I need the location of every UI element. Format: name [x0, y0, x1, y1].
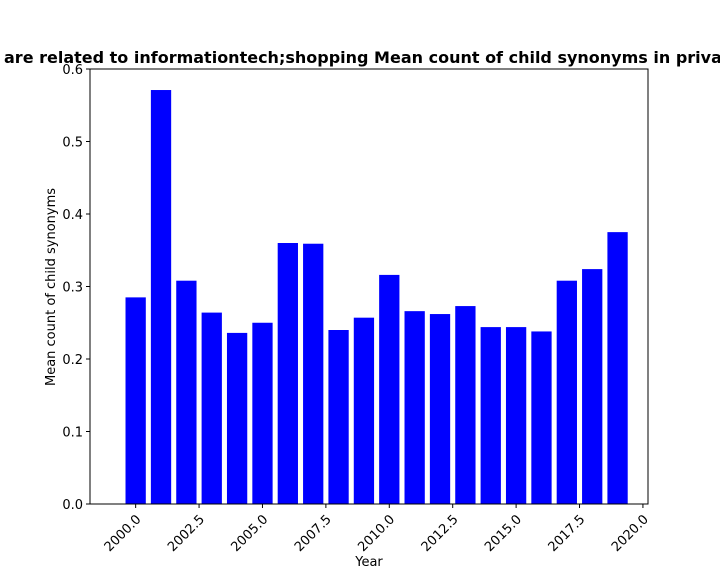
bar — [125, 297, 146, 504]
bar — [607, 232, 628, 504]
bar — [455, 306, 476, 504]
bar — [328, 330, 349, 504]
bar — [556, 280, 577, 504]
bar — [252, 322, 273, 504]
y-tick-label: 0.3 — [62, 281, 83, 296]
y-tick-label: 0.6 — [62, 63, 83, 78]
bar — [480, 327, 501, 504]
y-tick-label: 0.0 — [62, 498, 83, 513]
bar — [429, 314, 451, 504]
bar — [582, 269, 603, 504]
bar — [353, 317, 375, 504]
y-axis-ticks: 0.0 0.1 0.2 0.3 0.4 0.5 0.6 — [62, 63, 90, 513]
x-tick-label: 2007.5 — [292, 512, 335, 555]
x-axis-ticks: 2000.0 2002.5 2005.0 2007.5 2010.0 2012.5 2015… — [102, 504, 652, 555]
bar — [505, 327, 527, 504]
bar — [379, 274, 400, 504]
x-tick-label: 2012.5 — [419, 512, 462, 555]
x-tick-label: 2020.0 — [609, 512, 652, 555]
chart-title: are related to informationtech;shopping … — [4, 48, 720, 67]
bar — [531, 331, 552, 504]
bar — [150, 90, 172, 505]
y-tick-label: 0.1 — [62, 426, 83, 441]
x-tick-label: 2017.5 — [546, 512, 589, 555]
bar — [176, 280, 197, 504]
y-axis-label: Mean count of child synonyms — [44, 188, 59, 386]
y-tick-label: 0.2 — [62, 353, 83, 368]
x-tick-label: 2002.5 — [165, 512, 208, 555]
bar — [226, 332, 248, 504]
y-tick-label: 0.5 — [62, 136, 83, 151]
bar — [201, 312, 222, 504]
x-axis-label: Year — [354, 555, 383, 570]
x-tick-label: 2010.0 — [355, 512, 398, 555]
x-tick-label: 2005.0 — [229, 512, 272, 555]
x-tick-label: 2000.0 — [102, 512, 145, 555]
y-tick-label: 0.4 — [62, 208, 83, 223]
bar — [303, 243, 324, 504]
x-tick-label: 2015.0 — [482, 512, 525, 555]
bars-group — [125, 90, 628, 505]
bar — [404, 311, 425, 504]
bar — [277, 243, 298, 504]
